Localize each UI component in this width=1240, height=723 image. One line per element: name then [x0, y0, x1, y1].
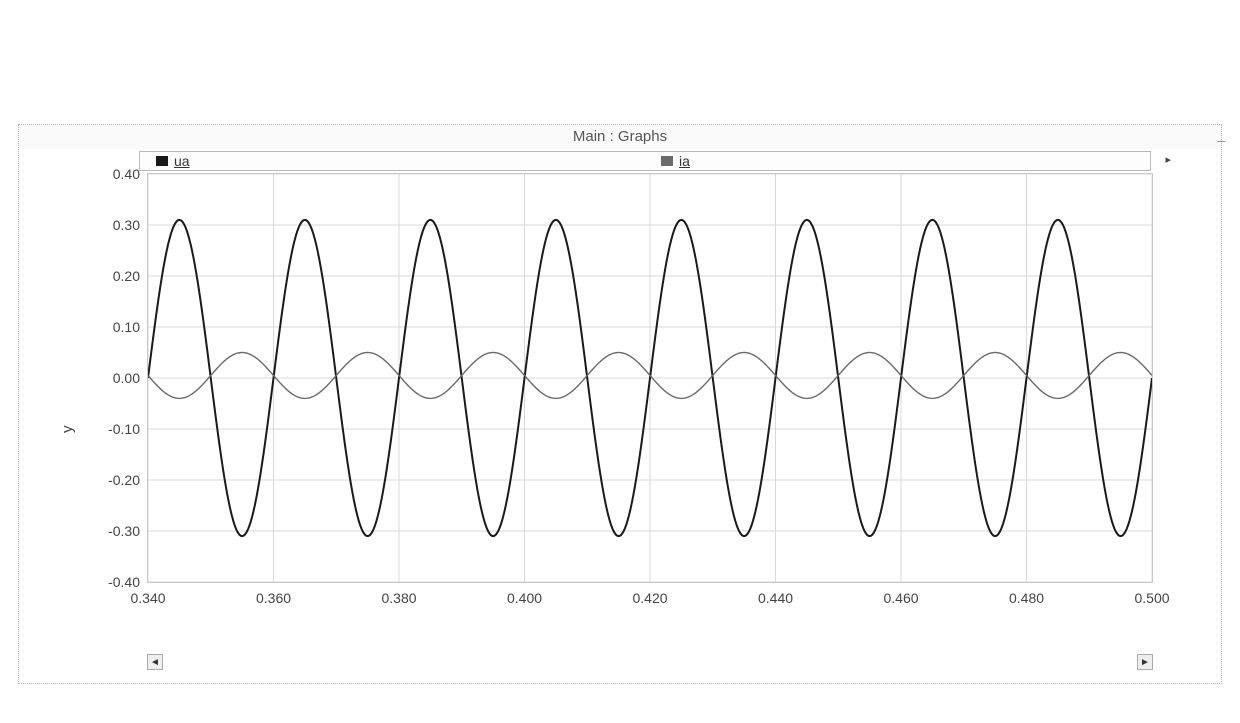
- legend-swatch-ua: [156, 156, 168, 166]
- legend: ua ia: [139, 151, 1151, 171]
- legend-swatch-ia: [661, 156, 673, 166]
- y-tick-label: -0.30: [108, 523, 140, 539]
- y-tick-label: 0.20: [113, 268, 140, 284]
- y-tick-label: 0.40: [113, 166, 140, 182]
- x-tick-label: 0.420: [632, 590, 667, 606]
- legend-label-ua: ua: [174, 153, 190, 169]
- minimize-button[interactable]: _: [1213, 127, 1229, 143]
- x-tick-label: 0.440: [758, 590, 793, 606]
- y-tick-label: -0.40: [108, 574, 140, 590]
- legend-label-ia: ia: [679, 153, 690, 169]
- legend-item-ua[interactable]: ua: [140, 152, 645, 170]
- expand-icon[interactable]: ▸: [1165, 153, 1171, 166]
- y-tick-label: -0.10: [108, 421, 140, 437]
- x-tick-label: 0.500: [1134, 590, 1169, 606]
- graph-window: Main : Graphs _ ua ia ▸ y 0.3400.3600.38…: [18, 124, 1222, 684]
- minimize-icon: _: [1217, 127, 1225, 143]
- x-scrollbar: ◄ ►: [147, 653, 1153, 671]
- y-tick-label: 0.00: [113, 370, 140, 386]
- y-tick-label: -0.20: [108, 472, 140, 488]
- legend-item-ia[interactable]: ia: [645, 152, 1150, 170]
- chevron-right-icon: ►: [1140, 657, 1150, 668]
- plot-svg: [148, 174, 1152, 582]
- title-bar: Main : Graphs: [19, 125, 1221, 149]
- chevron-left-icon: ◄: [150, 657, 160, 668]
- chart-wrap: y 0.3400.3600.3800.4000.4200.4400.4600.4…: [57, 173, 1193, 623]
- y-tick-label: 0.10: [113, 319, 140, 335]
- x-tick-label: 0.400: [507, 590, 542, 606]
- window-title: Main : Graphs: [573, 128, 667, 145]
- x-tick-label: 0.480: [1009, 590, 1044, 606]
- x-tick-label: 0.340: [130, 590, 165, 606]
- plot-area[interactable]: 0.3400.3600.3800.4000.4200.4400.4600.480…: [147, 173, 1153, 583]
- x-tick-label: 0.460: [883, 590, 918, 606]
- y-axis-label: y: [59, 426, 76, 434]
- x-tick-label: 0.360: [256, 590, 291, 606]
- y-tick-label: 0.30: [113, 217, 140, 233]
- scroll-right-button[interactable]: ►: [1137, 654, 1153, 670]
- scroll-left-button[interactable]: ◄: [147, 654, 163, 670]
- x-tick-label: 0.380: [381, 590, 416, 606]
